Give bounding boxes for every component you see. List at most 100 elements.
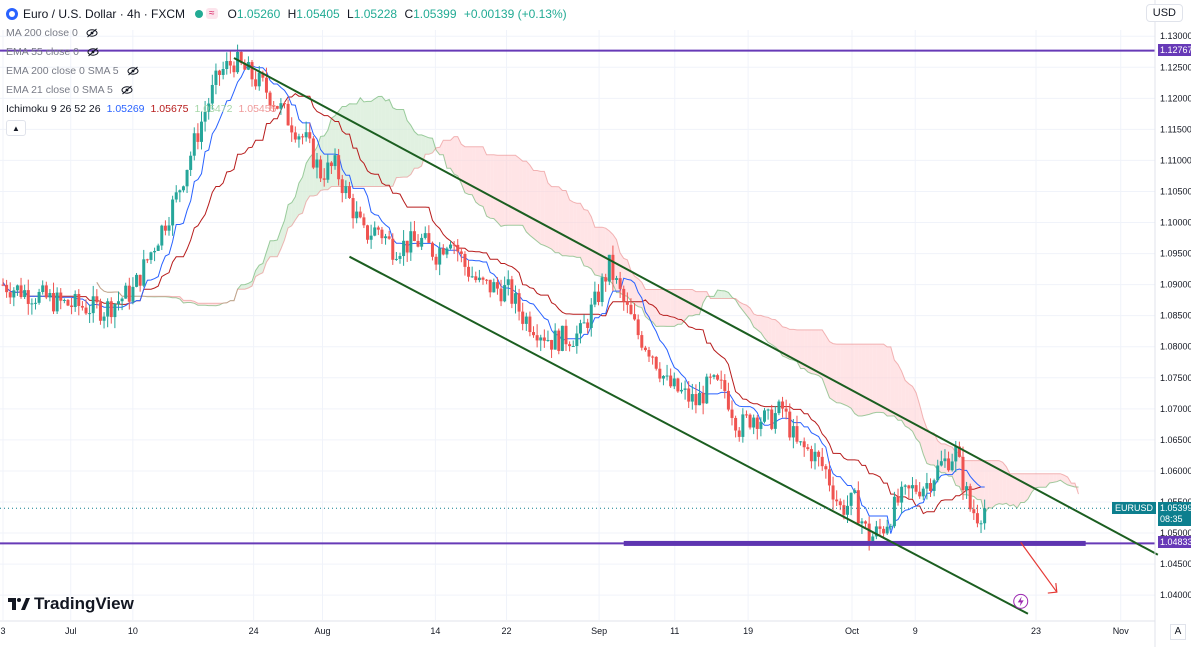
y-tick-label: 1.12000 — [1160, 93, 1191, 103]
cloud-segment — [638, 278, 642, 308]
candle — [409, 221, 413, 261]
cloud-segment — [360, 97, 364, 187]
candle-body — [647, 350, 651, 357]
candle — [319, 155, 323, 182]
candle — [59, 288, 63, 310]
candle-body — [380, 229, 384, 239]
cloud-segment — [472, 146, 476, 203]
candle-body — [517, 293, 521, 312]
candle — [102, 312, 106, 329]
cloud-segment — [515, 155, 520, 226]
indicator-ema21[interactable]: EMA 21 close 0 SMA 5 — [6, 80, 571, 99]
candle-body — [210, 84, 214, 104]
hidden-eye-icon[interactable] — [86, 28, 98, 38]
candle — [661, 375, 665, 386]
candle-body — [615, 278, 619, 280]
candle — [12, 287, 16, 307]
cloud-segment — [410, 125, 415, 175]
cloud-segment — [284, 204, 289, 240]
candle-body — [488, 279, 492, 293]
candle — [181, 185, 185, 193]
candle-body — [80, 305, 84, 308]
hidden-eye-icon[interactable] — [127, 66, 139, 76]
x-tick-label: 23 — [1031, 626, 1041, 636]
candle-body — [611, 254, 615, 280]
y-tick-label: 1.07500 — [1160, 373, 1191, 383]
y-tick-label: 1.05000 — [1160, 528, 1191, 538]
candle-body — [391, 238, 395, 260]
candle-body — [892, 496, 896, 527]
hidden-eye-icon[interactable] — [121, 85, 133, 95]
candle-body — [41, 285, 45, 293]
cloud-segment — [255, 265, 260, 277]
indicator-ema200[interactable]: EMA 200 close 0 SMA 5 — [6, 61, 571, 80]
candle-body — [366, 225, 370, 240]
candle-body — [730, 409, 734, 418]
indicator-ichimoku[interactable]: Ichimoku 9 26 52 26 1.05269 1.05675 1.05… — [6, 102, 277, 115]
candle-body — [607, 254, 611, 282]
candle-body — [171, 199, 175, 226]
y-tick-label: 1.04500 — [1160, 559, 1191, 569]
candle — [322, 168, 326, 187]
candle — [521, 302, 525, 331]
cloud-segment — [995, 460, 1000, 506]
indicator-ma200[interactable]: MA 200 close 0 — [6, 23, 571, 42]
candle — [683, 380, 687, 400]
candle — [405, 240, 409, 262]
tenkan-line — [2, 64, 985, 534]
cloud-segment — [266, 240, 271, 263]
candle-body — [412, 231, 416, 241]
cloud-segment — [414, 131, 419, 169]
wave-icon[interactable]: ≈ — [206, 8, 218, 19]
candle-body — [600, 277, 604, 303]
symbol-logo-icon — [6, 7, 18, 20]
tradingview-logo[interactable]: TradingView — [8, 594, 134, 614]
cloud-segment — [1053, 473, 1057, 483]
candle — [113, 302, 117, 329]
candle-body — [358, 211, 362, 218]
candle-body — [773, 413, 777, 429]
candle — [636, 314, 640, 340]
candle-body — [853, 490, 857, 493]
hidden-eye-icon[interactable] — [87, 47, 99, 57]
candle — [849, 492, 853, 516]
candle-body — [481, 277, 485, 280]
candle — [679, 382, 683, 394]
candle — [716, 373, 720, 381]
cloud-segment — [984, 460, 989, 514]
cloud-segment — [999, 460, 1003, 505]
cloud-segment — [789, 329, 794, 361]
candle — [174, 185, 178, 203]
candle-body — [900, 486, 904, 503]
candle-body — [672, 378, 676, 387]
currency-button[interactable]: USD — [1145, 4, 1183, 22]
candle-body — [344, 186, 348, 194]
candle-body — [384, 236, 388, 239]
candle — [734, 415, 738, 438]
candle — [835, 490, 839, 507]
span-a-line — [96, 95, 1079, 516]
auto-scale-button[interactable]: A — [1170, 624, 1186, 640]
candle-body — [961, 456, 965, 491]
candle — [532, 326, 536, 338]
chart-drawings — [0, 49, 1159, 615]
candle-body — [1, 284, 5, 286]
cloud-segment — [425, 136, 429, 155]
cloud-segment — [685, 289, 689, 321]
candle-body — [127, 285, 131, 302]
candle-body — [449, 244, 453, 249]
candle-body — [149, 252, 153, 260]
candle-body — [228, 61, 232, 66]
cloud-segment — [695, 291, 700, 315]
symbol-title[interactable]: Euro / U.S. Dollar · 4h · FXCM — [23, 6, 186, 21]
collapse-legend-button[interactable]: ▲ — [6, 120, 26, 136]
candle-body — [434, 256, 438, 265]
cloud-segment — [526, 161, 530, 236]
cloud-segment — [331, 115, 336, 187]
candle — [658, 362, 662, 383]
tenkan-value: 1.05269 — [106, 102, 145, 115]
indicator-ema55[interactable]: EMA 55 close 0 — [6, 42, 571, 61]
cloud-segment — [887, 346, 891, 417]
cloud-segment — [486, 154, 491, 219]
